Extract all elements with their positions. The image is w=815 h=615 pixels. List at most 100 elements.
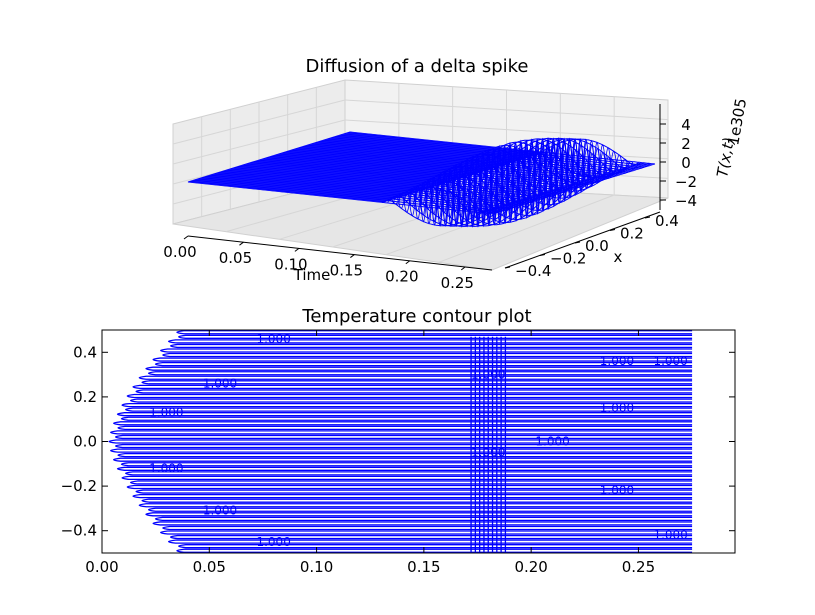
surface-x-tick (183, 235, 189, 240)
contour-line (126, 484, 693, 490)
contour-level-label: 1.000 (471, 368, 505, 382)
x-axis-line (504, 211, 661, 269)
contour-line (112, 457, 693, 462)
contour-level-label: 1.000 (256, 332, 290, 346)
contour-line (114, 434, 693, 440)
contour-line (132, 384, 693, 390)
contour-y-tick-label: −0.2 (61, 477, 97, 495)
surface-mesh-line (333, 136, 528, 158)
contour-y-tick-label: 0.2 (73, 388, 97, 406)
surface-x-tick (405, 260, 411, 265)
contour-line (138, 503, 693, 508)
surface-mesh-line (277, 154, 472, 176)
contour-line (116, 466, 693, 471)
surface-mesh-line (232, 167, 427, 189)
surface-y-tick (539, 254, 546, 256)
contour-level-label: 1.000 (471, 446, 505, 460)
contour-line (167, 539, 693, 544)
surface-y-tick-label: −0.4 (515, 262, 551, 280)
surface-mesh-line (224, 170, 419, 192)
contour-y-tick-label: 0.4 (73, 343, 97, 361)
contour-x-tick-label: 0.10 (300, 558, 333, 576)
contour-x-tick-label: 0.05 (193, 558, 226, 576)
surface-wave-line (481, 162, 645, 214)
contour-line (145, 512, 693, 517)
contour-title: Temperature contour plot (301, 306, 531, 327)
surface-y-tick-label: 0.2 (620, 225, 644, 243)
contour-y-tick-label: −0.4 (61, 522, 97, 540)
surface-mesh-line (268, 156, 464, 178)
contour-line (147, 507, 693, 512)
contour-line (121, 402, 693, 408)
surface-mesh-line (256, 160, 451, 182)
surface-mesh-line (264, 157, 460, 179)
contour-line (169, 534, 693, 540)
contour-line (114, 443, 693, 449)
surface-mesh-line (208, 175, 403, 197)
contour-line (141, 498, 693, 503)
contour-line (152, 357, 693, 362)
surface-title: Diffusion of a delta spike (306, 56, 529, 77)
surface-z-tick-label: −4 (675, 192, 697, 210)
surface-mesh-line (196, 179, 391, 201)
surface-y-tick-label: −0.2 (550, 250, 586, 268)
surface-plot: Diffusion of a delta spike 0.00 0.05 0.10 0… (163, 56, 750, 292)
contour-line (178, 334, 693, 339)
contour-line (162, 352, 693, 358)
contour-line (125, 407, 693, 412)
surface-wave-line (487, 163, 650, 214)
pane-gridline (279, 185, 453, 240)
surface-mesh-line (212, 174, 407, 196)
contour-line (116, 412, 693, 417)
contour-line (135, 389, 693, 394)
contour-line (117, 453, 693, 458)
contour-level-label: 1.000 (149, 461, 183, 475)
surface-mesh-line (187, 181, 383, 203)
contour-line (120, 416, 693, 421)
contour-line (132, 493, 693, 499)
contour-line (176, 548, 693, 553)
contour-line (108, 439, 693, 444)
contour-level-label: 1.000 (256, 535, 290, 549)
pane-gridline (344, 99, 669, 121)
surface-wave-line (459, 150, 623, 221)
surface-x-tick-label: 0.25 (441, 274, 474, 292)
surface-x-tick (350, 254, 355, 258)
contour-x-tick-label: 0.25 (622, 558, 655, 576)
contour-level-label: 1.000 (653, 354, 687, 368)
contour-level-label: 1.000 (600, 401, 634, 415)
surface-y-tick (504, 266, 511, 269)
surface (187, 131, 656, 228)
contour-line (135, 489, 693, 494)
surface-mesh-line (228, 169, 423, 191)
contour-line (117, 425, 693, 430)
contour-line (162, 525, 693, 531)
contour-line (169, 343, 693, 349)
contour-level-label: 1.000 (203, 377, 237, 391)
surface-x-tick (294, 247, 300, 252)
contour-line (129, 398, 693, 403)
surface-mesh-line (301, 146, 496, 168)
surface-mesh-line (349, 131, 545, 153)
contour-level-label: 1.000 (203, 504, 237, 518)
contour-line (109, 430, 693, 435)
surface-y-tick-label: 0.0 (585, 237, 609, 255)
surface-wave-line (464, 154, 628, 218)
pane-gridline (172, 119, 346, 165)
contour-y-tick-label: 0.0 (73, 433, 97, 451)
surface-mesh-line (260, 159, 456, 181)
contour-frame (101, 329, 736, 554)
contour-x-tick-label: 0.15 (407, 558, 440, 576)
surface-z-offset: 1e305 (724, 97, 750, 147)
surface-y-tick (609, 229, 616, 231)
surface-ticks: 0.00 0.05 0.10 0.15 0.20 0.25 −0.4−0.20.0 0.2 0.… (163, 116, 697, 292)
surface-mesh-line (216, 172, 411, 194)
contour-line (145, 366, 693, 371)
contour-line (176, 330, 693, 335)
surface-mesh-line (281, 152, 476, 174)
contour-plot: Temperature contour plot 1.000 1.000 1.000… (61, 306, 736, 576)
pane-gridline (438, 194, 615, 263)
contour-line (152, 521, 693, 526)
contour-level-label: 1.000 (653, 528, 687, 542)
